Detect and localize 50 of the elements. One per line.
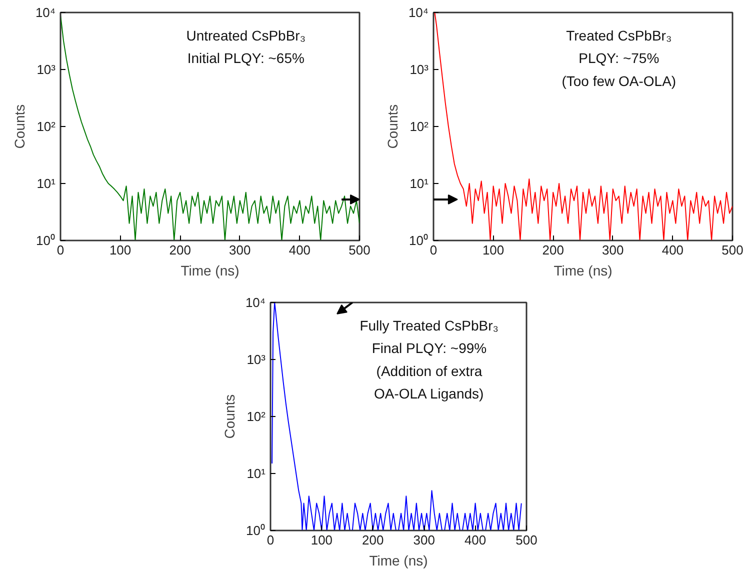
x-tick-label: 500 <box>348 242 370 258</box>
line-series <box>434 12 732 240</box>
y-tick-label: 10⁴ <box>35 5 56 20</box>
x-tick-label: 0 <box>430 242 438 258</box>
y-tick-label: 10³ <box>36 62 56 77</box>
x-tick-label: 100 <box>109 242 132 258</box>
x-tick-label: 200 <box>362 532 384 548</box>
line-series <box>60 14 360 240</box>
annotation: OA-OLA Ligands) <box>374 386 484 402</box>
x-tick-label: 500 <box>516 532 538 548</box>
x-tick-label: 0 <box>56 242 64 258</box>
x-axis-title: Time (ns) <box>554 262 612 278</box>
y-tick-label: 10¹ <box>36 176 56 191</box>
y-tick-label: 10⁴ <box>408 5 428 20</box>
y-axis-title: Counts <box>11 104 28 149</box>
y-tick-label: 10⁰ <box>36 233 56 248</box>
y-tick-label: 10² <box>36 119 56 134</box>
x-tick-label: 0 <box>266 532 274 548</box>
y-tick-label: 10¹ <box>410 176 430 191</box>
annotation: Untreated CsPbBr₃ <box>186 27 306 44</box>
y-tick-label: 10² <box>410 119 430 134</box>
y-tick-label: 10³ <box>246 352 266 367</box>
y-tick-label: 10³ <box>410 62 430 77</box>
annotation: (Too few OA-OLA) <box>562 72 676 89</box>
y-tick-label: 10² <box>246 409 266 424</box>
x-tick-label: 400 <box>464 532 486 548</box>
annotation: Fully Treated CsPbBr₃ <box>360 317 498 334</box>
annotation: Treated CsPbBr₃ <box>566 27 672 44</box>
annotation: PLQY: ~75% <box>578 50 660 66</box>
x-tick-label: 500 <box>722 242 744 258</box>
annotation: (Addition of extra <box>376 362 482 379</box>
x-axis-title: Time (ns) <box>180 262 240 278</box>
y-axis-title: Counts <box>384 104 400 149</box>
x-axis-title: Time (ns) <box>369 552 428 568</box>
x-tick-label: 300 <box>229 242 251 258</box>
y-axis-title: Counts <box>221 394 238 439</box>
annotation: Initial PLQY: ~65% <box>187 50 304 66</box>
y-tick-label: 10⁴ <box>245 295 266 310</box>
x-tick-label: 200 <box>542 242 564 258</box>
x-tick-label: 100 <box>310 532 333 548</box>
annotation: Final PLQY: ~99% <box>372 340 487 356</box>
y-tick-label: 10⁰ <box>409 233 429 248</box>
x-tick-label: 400 <box>288 242 311 258</box>
x-tick-label: 200 <box>169 242 191 258</box>
y-tick-label: 10¹ <box>246 466 266 481</box>
y-tick-label: 10⁰ <box>246 523 266 538</box>
x-tick-label: 300 <box>413 532 435 548</box>
x-tick-label: 100 <box>482 242 504 258</box>
x-tick-label: 300 <box>602 242 624 258</box>
x-tick-label: 400 <box>662 242 684 258</box>
